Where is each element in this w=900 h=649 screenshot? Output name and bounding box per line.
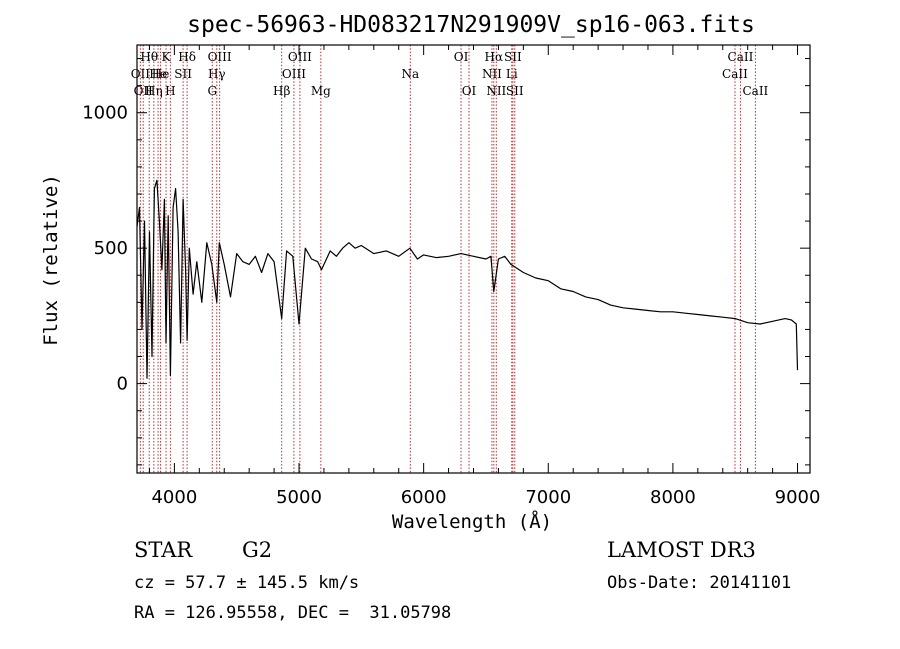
x-tick-label-9000: 9000 (775, 487, 821, 508)
line-label-24: SII (504, 50, 522, 64)
survey-name: LAMOST DR3 (607, 538, 756, 562)
line-label-6: K (162, 50, 172, 64)
line-label-19: OI (462, 84, 477, 98)
subclass: G2 (242, 538, 273, 562)
line-label-28: CaII (742, 84, 768, 98)
y-tick-label-500: 500 (94, 238, 128, 259)
line-label-15: OIII (288, 50, 312, 64)
line-label-14: OIII (282, 67, 306, 81)
y-tick-label-0: 0 (117, 374, 128, 395)
line-label-2: Hθ (140, 50, 158, 64)
line-label-11: Hγ (208, 67, 226, 81)
line-label-4: He (149, 67, 167, 81)
line-label-13: Hβ (273, 84, 290, 98)
y-axis-label: Flux (relative) (40, 174, 62, 346)
coordinates: RA = 126.95558, DEC = 31.05798 (134, 603, 452, 623)
line-label-16: Mg (311, 84, 331, 98)
x-tick-label-5000: 5000 (276, 487, 322, 508)
line-label-21: Hα (485, 50, 504, 64)
redshift: cz = 57.7 ± 145.5 km/s (134, 573, 360, 593)
line-label-8: SII (174, 67, 192, 81)
spectrum-chart: spec-56963-HD083217N291909V_sp16-063.fit… (40, 12, 821, 533)
line-labels: OIIOIIHθHηHeHeKHSIIHδGHγOIIIHβOIIIOIIIMg… (131, 50, 769, 98)
y-tick-label-1000: 1000 (82, 103, 128, 124)
line-label-10: G (207, 84, 217, 98)
line-label-18: OI (454, 50, 469, 64)
x-axis-label: Wavelength (Å) (392, 510, 552, 533)
line-label-26: CaII (722, 67, 748, 81)
spectrum-series (136, 179, 799, 379)
obs-date: Obs-Date: 20141101 (607, 573, 792, 593)
line-label-27: CaII (728, 50, 754, 64)
x-tick-label-8000: 8000 (650, 487, 696, 508)
line-label-23: Li (506, 67, 518, 81)
line-label-25: SII (506, 84, 524, 98)
object-class: STAR (134, 538, 193, 562)
x-tick-label-6000: 6000 (401, 487, 447, 508)
line-label-1: OII (134, 84, 154, 98)
line-label-3: Hη (145, 84, 163, 98)
line-label-5: He (152, 67, 170, 81)
axes: 4000 5000 6000 7000 8000 9000 0 500 1000 (82, 44, 821, 508)
line-label-7: H (165, 84, 175, 98)
x-tick-label-4000: 4000 (151, 487, 197, 508)
spectrum-line (136, 179, 799, 379)
line-label-9: Hδ (178, 50, 196, 64)
line-label-22: NII (486, 84, 506, 98)
x-tick-label-7000: 7000 (525, 487, 571, 508)
line-label-0: OII (131, 67, 151, 81)
chart-title: spec-56963-HD083217N291909V_sp16-063.fit… (187, 12, 755, 38)
line-marks (139, 45, 756, 473)
plot-frame (136, 44, 811, 474)
line-label-20: NII (482, 67, 502, 81)
line-label-12: OIII (208, 50, 232, 64)
line-label-17: Na (401, 67, 419, 81)
